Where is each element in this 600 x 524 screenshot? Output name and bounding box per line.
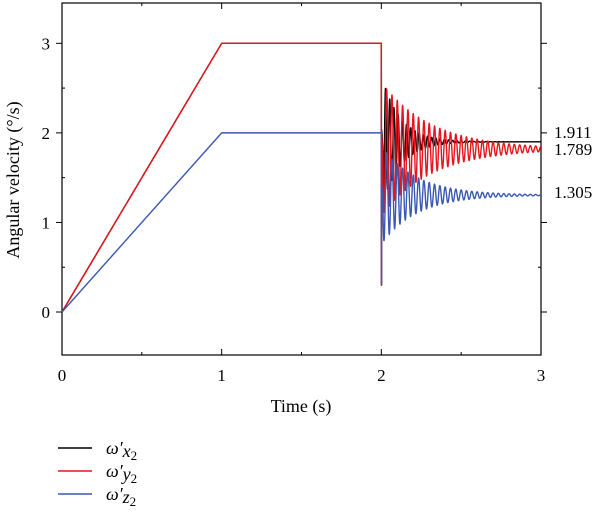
legend-label-0: ω′x2 bbox=[106, 438, 137, 463]
series-line-2 bbox=[61, 132, 542, 313]
x-tick-label-1: 1 bbox=[217, 366, 226, 385]
series-line-1 bbox=[61, 42, 542, 313]
legend-label-1: ω′y2 bbox=[106, 461, 137, 486]
x-tick-label-2: 2 bbox=[377, 366, 386, 385]
x-tick-label-0: 0 bbox=[58, 366, 67, 385]
x-axis-title: Time (s) bbox=[271, 396, 332, 417]
end-value-label-1: 1.789 bbox=[554, 140, 592, 159]
ticks: 0 1 2 3 0 1 2 3 bbox=[42, 3, 547, 385]
end-value-label-0: 1.911 bbox=[554, 123, 592, 142]
y-axis-title: Angular velocity (°/s) bbox=[3, 101, 24, 258]
x-tick-label-3: 3 bbox=[537, 366, 546, 385]
y-tick-label-3: 3 bbox=[42, 34, 51, 53]
y-tick-label-0: 0 bbox=[42, 303, 51, 322]
legend-label-2: ω′z2 bbox=[106, 484, 136, 509]
series-group bbox=[61, 42, 542, 313]
series-line-0 bbox=[61, 42, 542, 313]
end-value-label-2: 1.305 bbox=[554, 183, 592, 202]
legend: ω′x2ω′y2ω′z2 bbox=[58, 438, 137, 509]
plot-frame bbox=[61, 2, 542, 356]
y-tick-label-1: 1 bbox=[42, 213, 51, 232]
y-tick-label-2: 2 bbox=[42, 124, 51, 143]
